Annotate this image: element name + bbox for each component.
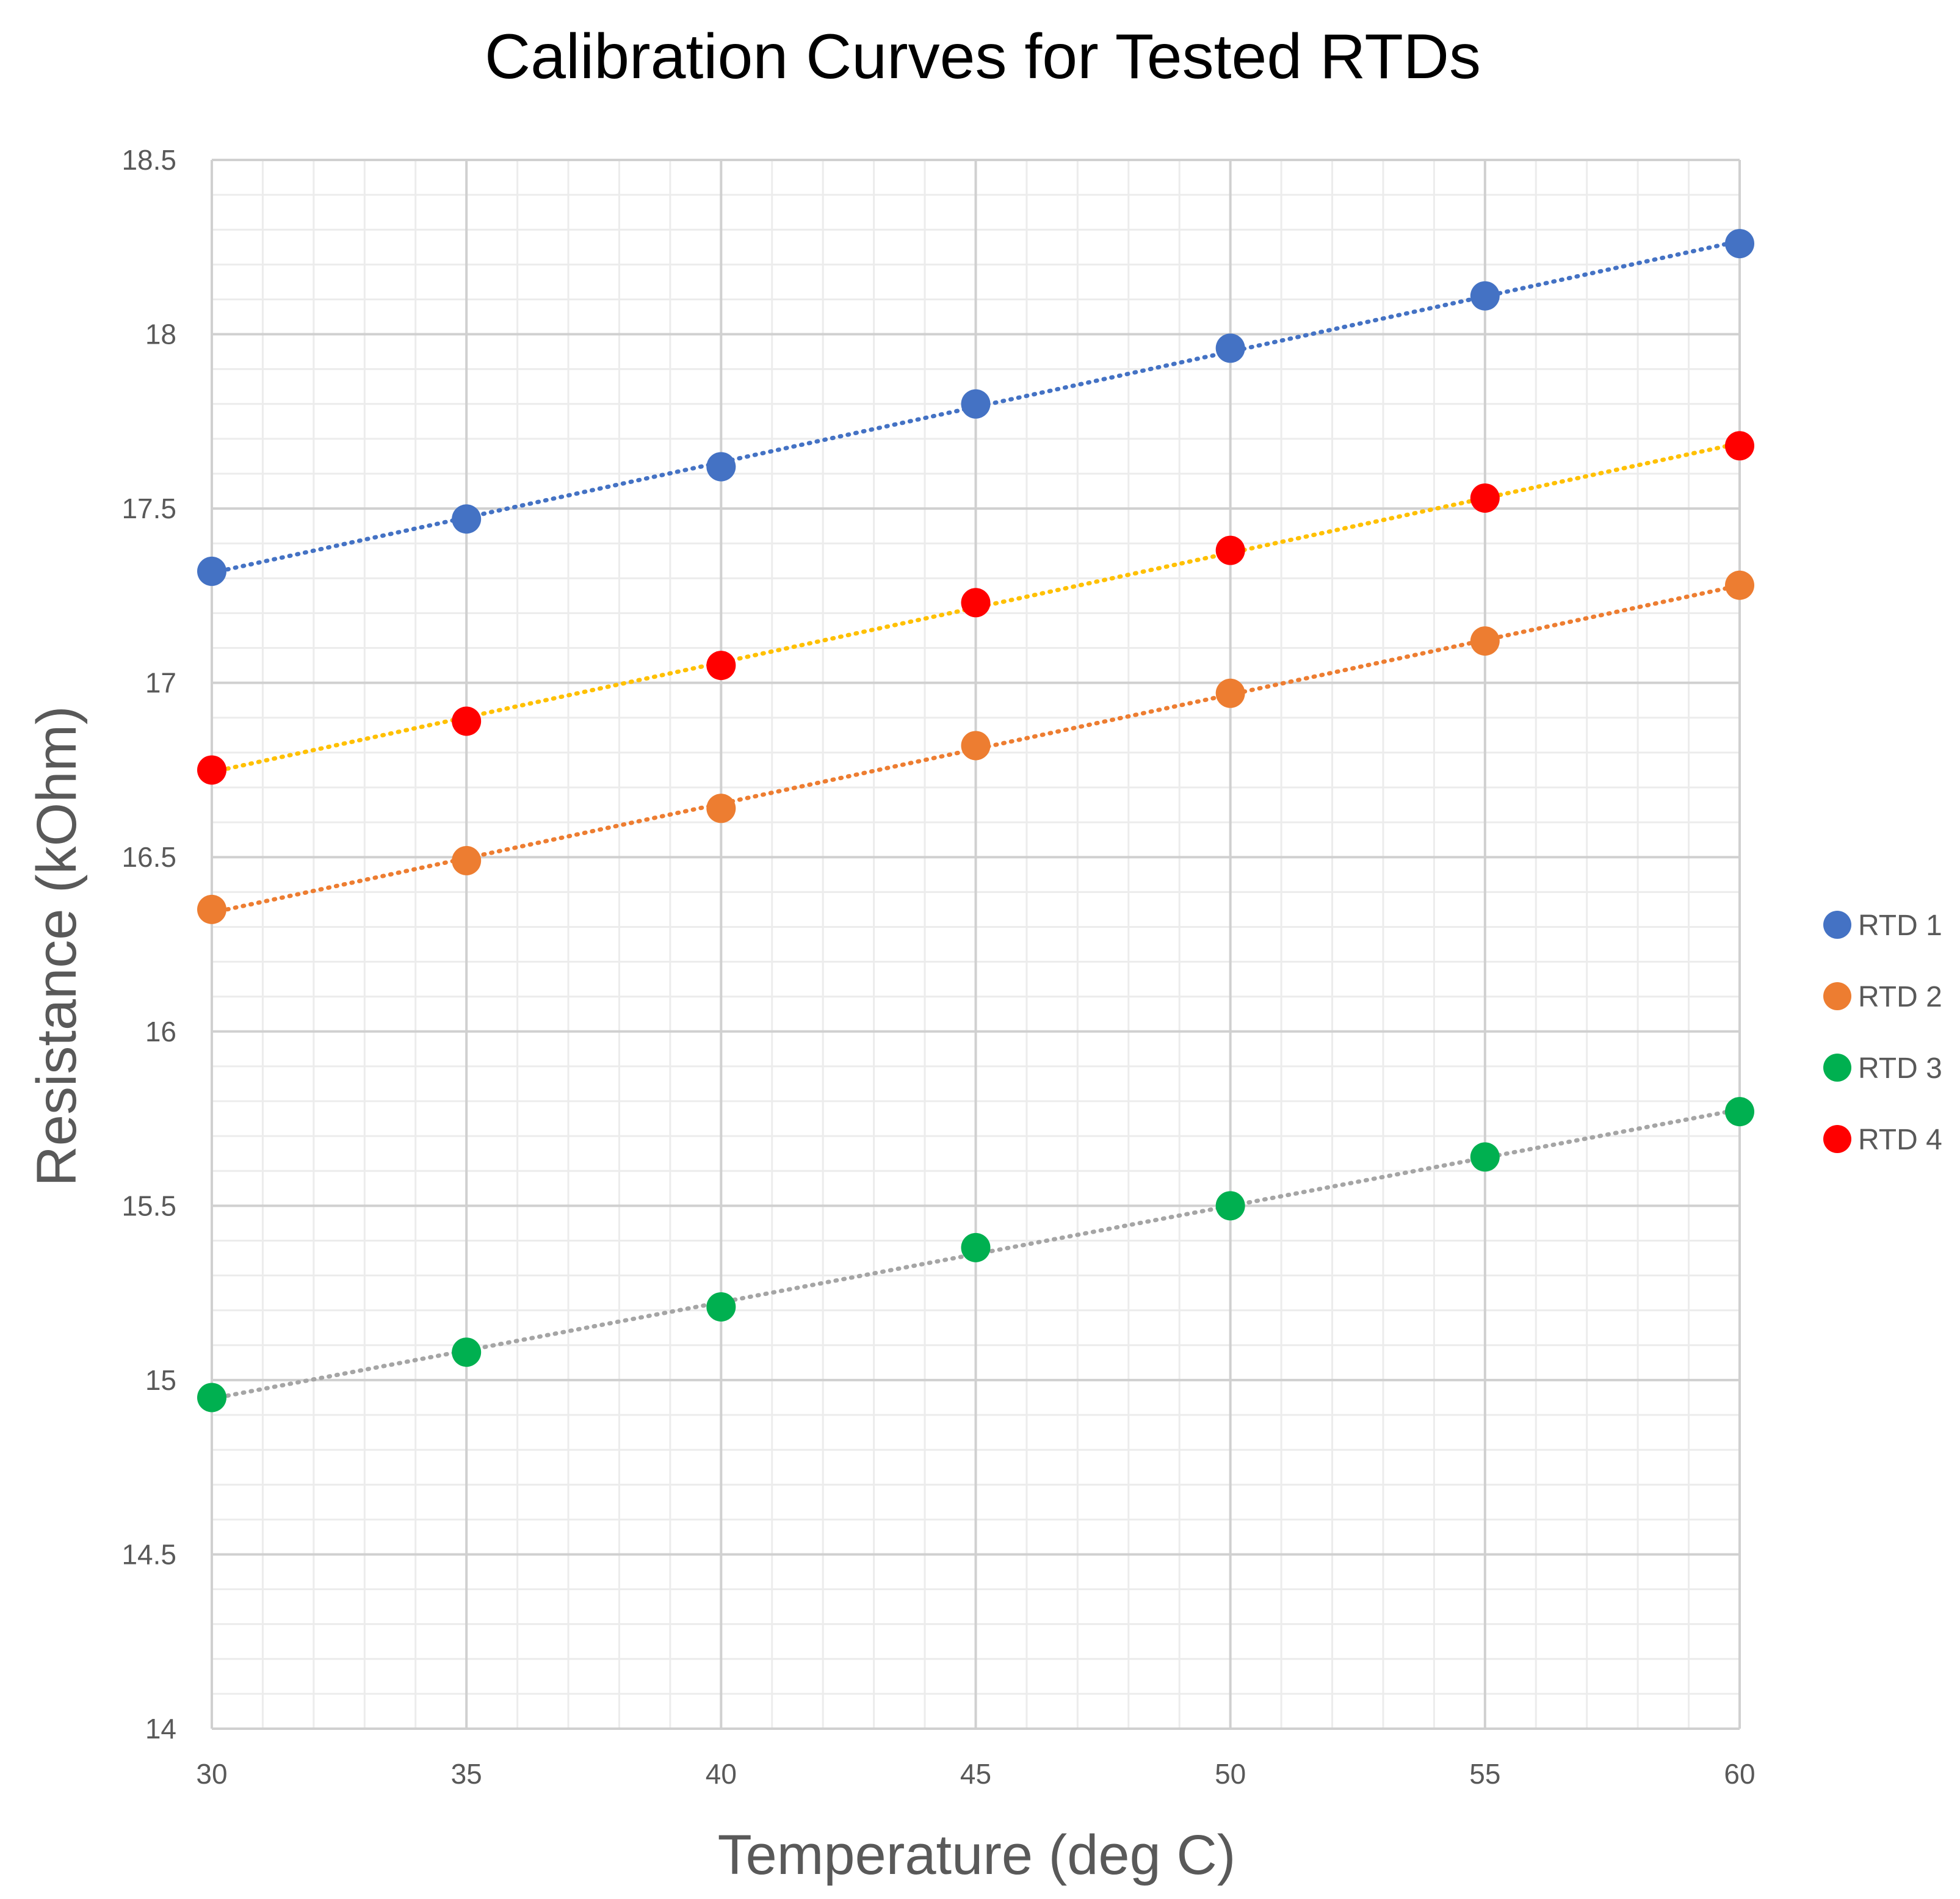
point-rtd-4 bbox=[197, 755, 226, 785]
y-tick-label: 16 bbox=[145, 1016, 176, 1047]
point-rtd-3 bbox=[1215, 1191, 1245, 1221]
y-tick-label: 18 bbox=[145, 319, 176, 350]
legend-label-rtd-3: RTD 3 bbox=[1858, 1052, 1942, 1085]
point-rtd-3 bbox=[706, 1292, 736, 1322]
legend: RTD 1 RTD 2 RTD 3 RTD 4 bbox=[1823, 910, 1942, 1156]
x-tick-label: 40 bbox=[706, 1758, 737, 1790]
point-rtd-2 bbox=[706, 794, 736, 823]
point-rtd-4 bbox=[706, 651, 736, 681]
y-tick-label: 18.5 bbox=[121, 144, 176, 176]
point-rtd-3 bbox=[1470, 1142, 1500, 1172]
y-tick-label: 14.5 bbox=[121, 1538, 176, 1570]
point-rtd-1 bbox=[1215, 333, 1245, 363]
x-tick-label: 45 bbox=[960, 1758, 991, 1790]
x-tick-label: 50 bbox=[1215, 1758, 1246, 1790]
x-tick-label: 30 bbox=[196, 1758, 227, 1790]
major-gridlines bbox=[211, 159, 1741, 1730]
y-axis-title: Resistance (kOhm) bbox=[26, 706, 88, 1186]
point-rtd-1 bbox=[1470, 281, 1500, 311]
chart-title: Calibration Curves for Tested RTDs bbox=[485, 21, 1481, 92]
y-tick-labels: 14 14.5 15 15.5 16 16.5 17 17.5 18 18.5 bbox=[121, 144, 176, 1745]
legend-label-rtd-4: RTD 4 bbox=[1858, 1124, 1942, 1156]
point-rtd-3 bbox=[1725, 1097, 1754, 1127]
point-rtd-2 bbox=[452, 845, 482, 875]
y-tick-label: 16.5 bbox=[121, 841, 176, 873]
legend-label-rtd-1: RTD 1 bbox=[1858, 910, 1942, 942]
point-rtd-4 bbox=[1215, 535, 1245, 565]
y-tick-label: 17.5 bbox=[121, 493, 176, 524]
point-rtd-2 bbox=[1215, 678, 1245, 708]
x-tick-label: 60 bbox=[1724, 1758, 1755, 1790]
y-tick-label: 17 bbox=[145, 667, 176, 699]
point-rtd-1 bbox=[1725, 229, 1754, 259]
legend-label-rtd-2: RTD 2 bbox=[1858, 981, 1942, 1013]
legend-marker-rtd-2 bbox=[1823, 982, 1851, 1010]
point-rtd-4 bbox=[1470, 483, 1500, 513]
x-tick-label: 35 bbox=[451, 1758, 482, 1790]
y-tick-label: 15.5 bbox=[121, 1190, 176, 1221]
legend-marker-rtd-4 bbox=[1823, 1125, 1851, 1153]
point-rtd-3 bbox=[452, 1337, 482, 1367]
x-axis-title: Temperature (deg C) bbox=[718, 1824, 1236, 1886]
legend-marker-rtd-1 bbox=[1823, 911, 1851, 939]
point-rtd-3 bbox=[961, 1232, 991, 1262]
x-tick-label: 55 bbox=[1469, 1758, 1500, 1790]
point-rtd-4 bbox=[452, 706, 482, 736]
y-tick-label: 15 bbox=[145, 1364, 176, 1396]
point-rtd-4 bbox=[961, 588, 991, 618]
point-rtd-2 bbox=[961, 731, 991, 761]
point-rtd-4 bbox=[1725, 431, 1754, 461]
point-rtd-1 bbox=[452, 504, 482, 534]
point-rtd-2 bbox=[1725, 570, 1754, 600]
point-rtd-2 bbox=[197, 894, 226, 924]
point-rtd-1 bbox=[706, 452, 736, 482]
x-tick-labels: 30 35 40 45 50 55 60 bbox=[196, 1758, 1755, 1790]
legend-marker-rtd-3 bbox=[1823, 1054, 1851, 1082]
point-rtd-2 bbox=[1470, 626, 1500, 656]
point-rtd-3 bbox=[197, 1383, 226, 1412]
point-rtd-1 bbox=[197, 556, 226, 586]
y-tick-label: 14 bbox=[145, 1713, 176, 1745]
point-rtd-1 bbox=[961, 389, 991, 419]
data-points bbox=[197, 229, 1754, 1412]
